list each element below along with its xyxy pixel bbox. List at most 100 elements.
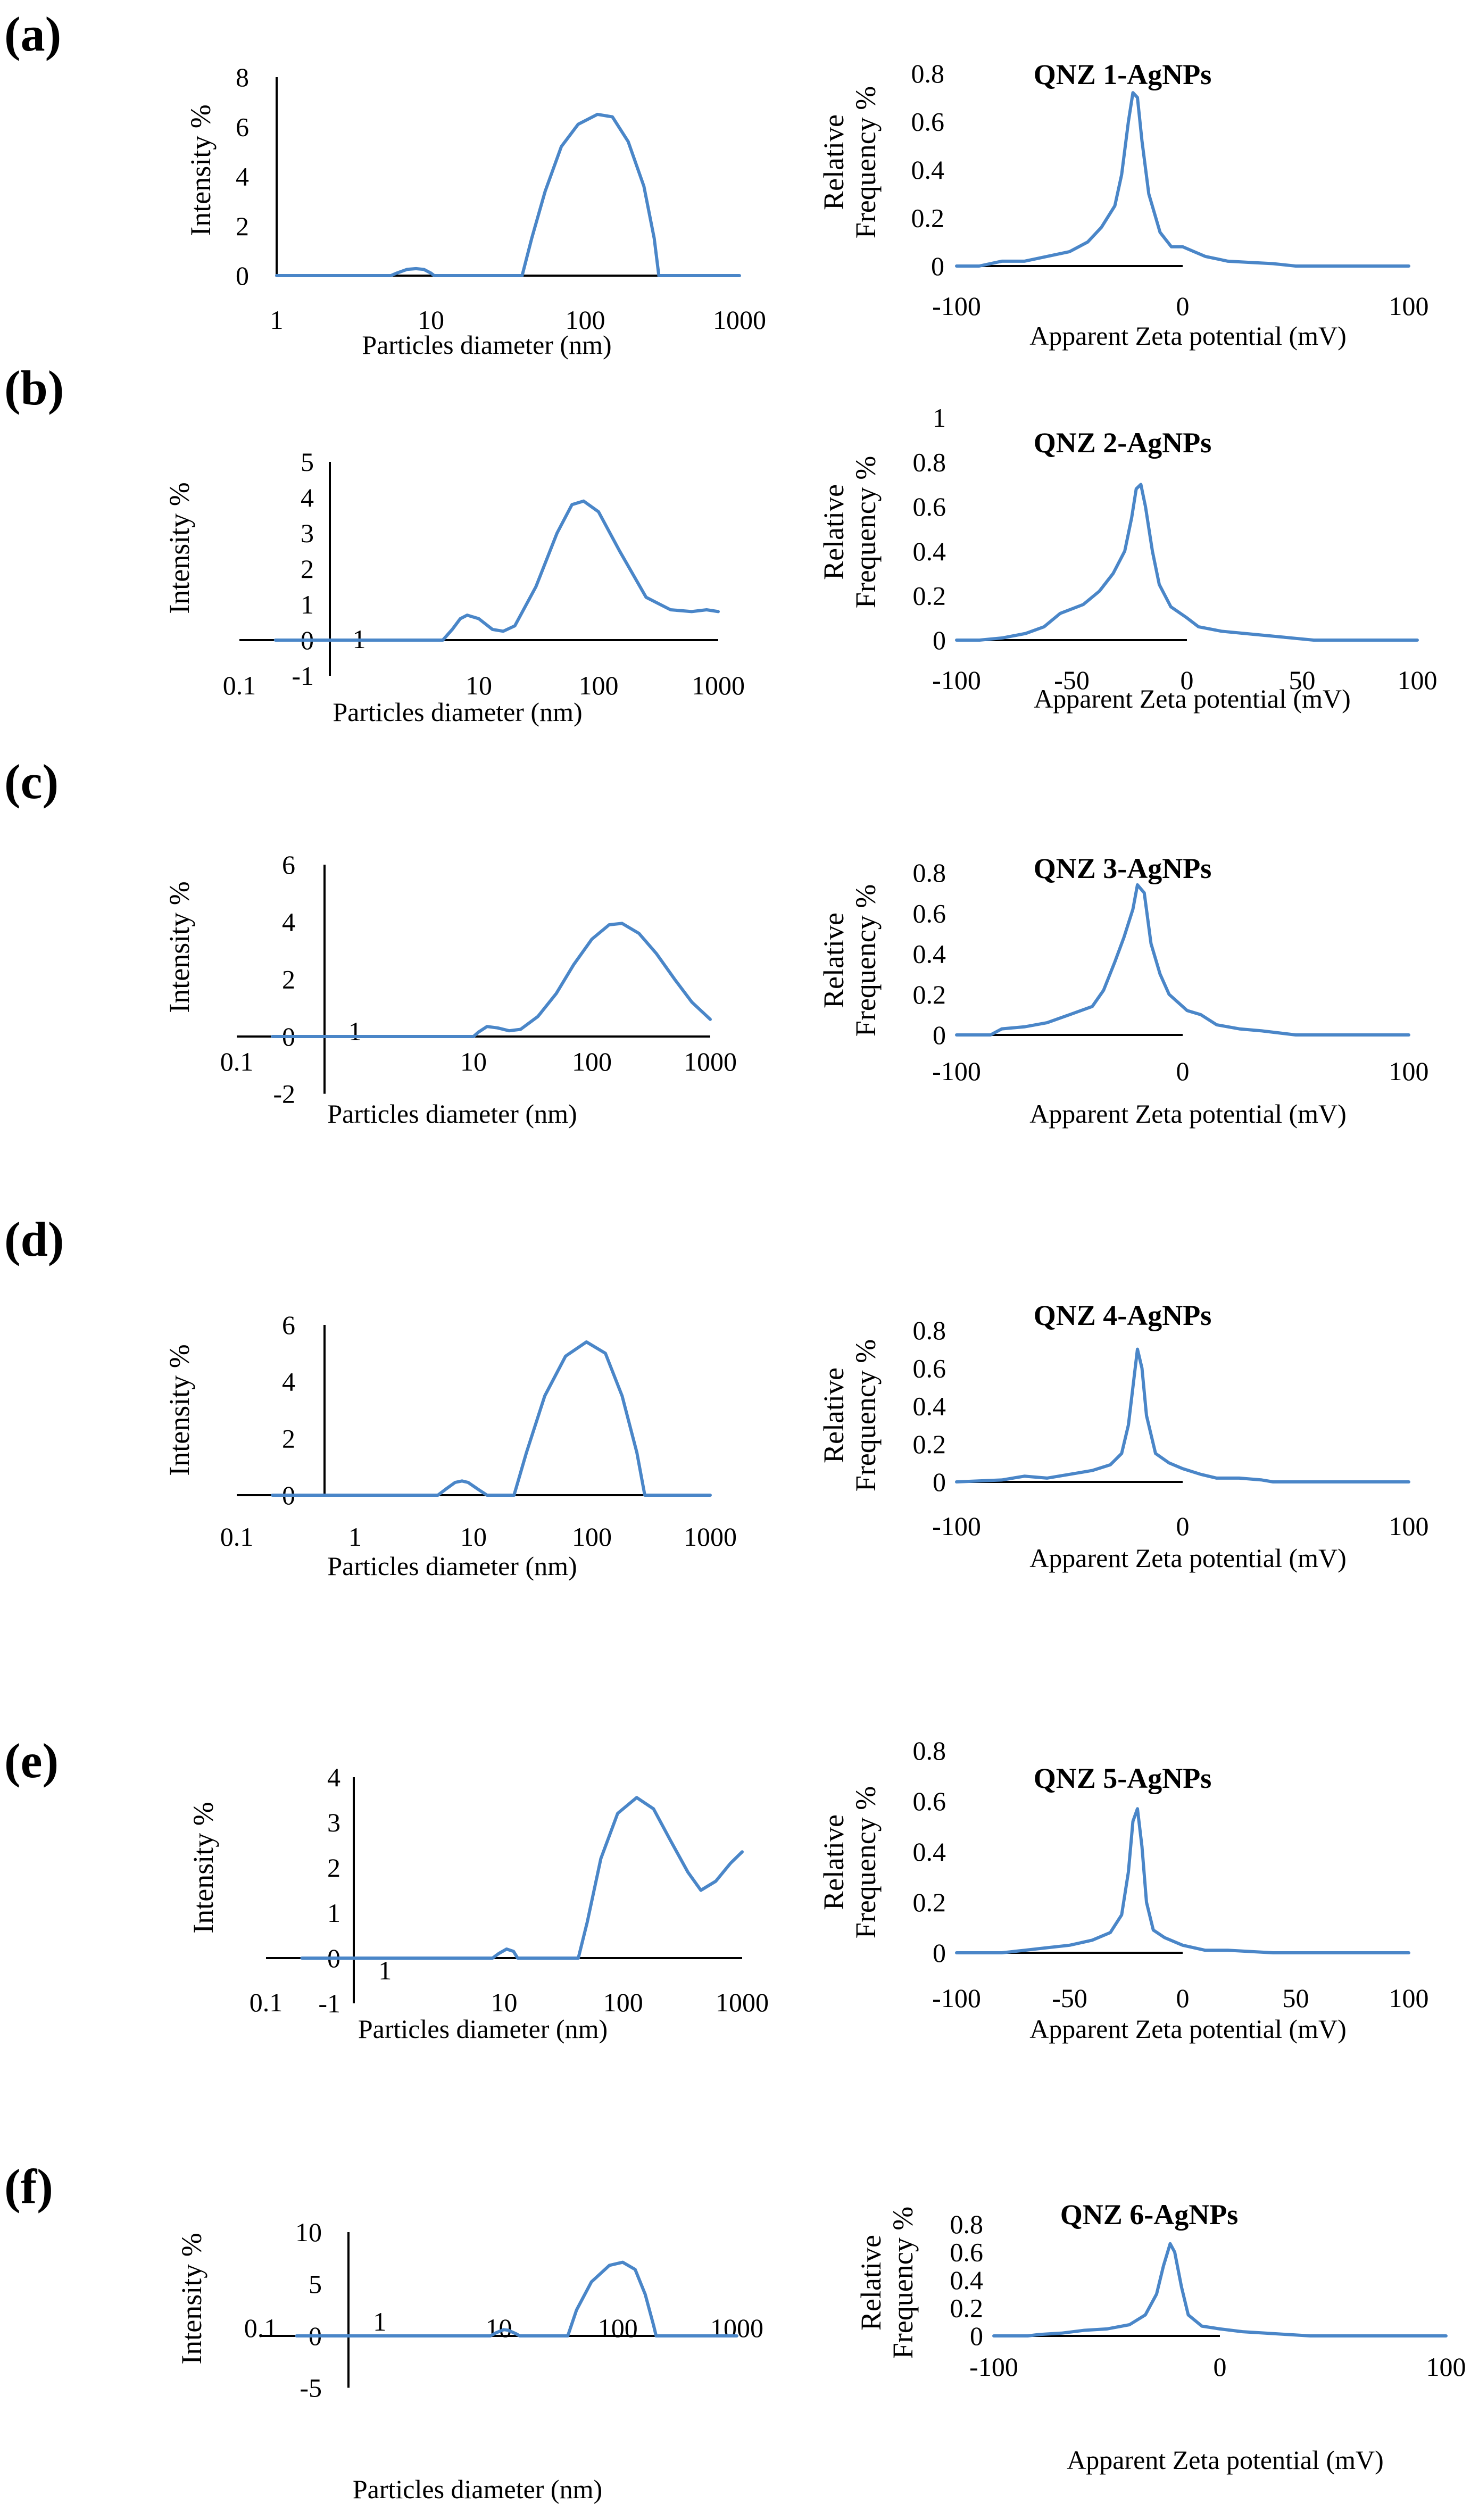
y-tick-label: 0.4 (950, 2265, 984, 2295)
y-tick-label: 8 (236, 62, 249, 92)
y-tick-label: 0 (933, 1020, 946, 1050)
x-axis-label: Apparent Zeta potential (mV) (1067, 2445, 1384, 2475)
x-tick-label: -100 (932, 1056, 981, 1086)
y-tick-label: 4 (301, 483, 314, 512)
y-tick-label: 5 (309, 2269, 322, 2299)
y-tick-label: 0.8 (911, 59, 945, 88)
y-axis-label-line1: Relative (818, 484, 850, 580)
x-tick-label: 1000 (692, 670, 745, 700)
x-tick-label: 100 (598, 2313, 638, 2343)
zeta-potential-chart: 0 0.2 0.4 0.6 0.8 1 -100 -50 0 50 100 Apparent Zeta… (818, 403, 1438, 714)
y-tick-label: 6 (236, 112, 249, 142)
y-axis-label: Intensity % (163, 1344, 195, 1475)
y-tick-label: 4 (236, 162, 249, 192)
y-tick-label: 2 (236, 211, 249, 241)
chart-title: QNZ 6-AgNPs (1060, 2199, 1239, 2231)
x-tick-label: 1 (373, 2307, 386, 2336)
y-axis-label-line2: Frequency % (887, 2207, 919, 2359)
size-distribution-line (271, 1340, 712, 1497)
zeta-potential-line (992, 2242, 1448, 2337)
y-tick-label: 0.2 (913, 980, 946, 1009)
y-axis-label: Intensity % (176, 2233, 207, 2364)
y-axis-label-line1: Relative (818, 1814, 850, 1910)
x-tick-label: 0 (1181, 665, 1194, 695)
x-axis-label: Particles diameter (nm) (333, 697, 582, 727)
y-tick-label: 0.2 (913, 1887, 946, 1917)
y-tick-label: -2 (273, 1079, 295, 1109)
zeta-potential-line (955, 1347, 1410, 1483)
x-axis-label: Particles diameter (nm) (327, 1099, 577, 1129)
y-tick-label: 6 (282, 1310, 295, 1340)
size-distribution-line (275, 112, 741, 277)
y-tick-label: 3 (301, 518, 314, 548)
y-tick-label: -5 (300, 2373, 322, 2403)
y-tick-label: 2 (282, 964, 295, 994)
x-tick-label: 100 (566, 305, 605, 335)
x-tick-label: 0.1 (250, 1987, 283, 2017)
x-tick-label: 1000 (713, 305, 766, 335)
y-axis-label-line2: Frequency % (850, 86, 882, 238)
x-tick-label: 10 (486, 2313, 512, 2343)
y-tick-label: 4 (282, 1367, 295, 1397)
y-tick-label: 2 (301, 554, 314, 584)
x-tick-label: -100 (969, 2352, 1018, 2382)
y-tick-label: 1 (301, 590, 314, 619)
x-axis-label: Apparent Zeta potential (mV) (1034, 684, 1351, 714)
x-tick-label: 1 (270, 305, 284, 335)
x-tick-label: 100 (603, 1987, 643, 2017)
x-tick-label: 100 (572, 1522, 612, 1552)
panel-a: (a) 0 2 4 6 8 1 10 100 1000 Particles diameter (nm… (4, 7, 1429, 360)
y-tick-label: 0.6 (913, 1786, 946, 1816)
x-tick-label: 0 (1176, 291, 1190, 321)
x-tick-label: 100 (1389, 1511, 1429, 1541)
y-axis-label: Intensity % (163, 482, 195, 614)
y-tick-label: 0 (933, 1938, 946, 1968)
y-tick-label: 0.8 (913, 1315, 946, 1345)
x-axis-label: Particles diameter (nm) (327, 1551, 577, 1581)
y-tick-label: 0.2 (950, 2293, 984, 2323)
panel-label: (b) (4, 361, 64, 415)
x-tick-label: 0.1 (244, 2313, 278, 2343)
x-tick-label: 10 (491, 1987, 518, 2017)
y-tick-label: 4 (327, 1762, 340, 1792)
panel-label: (a) (4, 7, 61, 61)
x-tick-label: 10 (460, 1522, 487, 1552)
y-tick-label: 0.4 (913, 1837, 946, 1867)
x-axis-label: Particles diameter (nm) (362, 330, 611, 360)
x-tick-label: -100 (932, 1511, 981, 1541)
y-tick-label: -1 (292, 661, 314, 691)
zeta-potential-line (955, 1807, 1410, 1954)
panel-label: (e) (4, 1734, 59, 1788)
x-tick-label: 10 (466, 670, 492, 700)
x-axis-label: Apparent Zeta potential (mV) (1029, 1543, 1347, 1573)
y-tick-label: 0 (933, 1467, 946, 1497)
x-tick-label: 10 (418, 305, 444, 335)
y-tick-label: 1 (327, 1898, 340, 1928)
y-tick-label: 0.4 (913, 1391, 946, 1421)
panel-label: (f) (4, 2159, 53, 2214)
y-axis-label-line2: Frequency % (850, 1339, 882, 1491)
y-tick-label: 0.2 (911, 203, 945, 233)
x-tick-label: 1000 (684, 1047, 737, 1076)
chart-title: QNZ 3-AgNPs (1034, 852, 1212, 884)
x-tick-label: 0 (1176, 1056, 1190, 1086)
y-tick-label: 0.2 (913, 1429, 946, 1459)
chart-title: QNZ 2-AgNPs (1034, 427, 1212, 459)
y-axis-label: Intensity % (163, 881, 195, 1013)
x-tick-label: 10 (460, 1047, 487, 1076)
chart-title: QNZ 4-AgNPs (1034, 1299, 1212, 1331)
size-distribution-line (273, 499, 720, 642)
y-tick-label: 0.4 (913, 939, 946, 969)
zeta-potential-line (955, 483, 1419, 642)
y-axis-label-line1: Relative (855, 2235, 887, 2331)
y-tick-label: 0 (970, 2321, 983, 2351)
y-axis-label-line1: Relative (818, 114, 850, 210)
x-tick-label: 0.1 (220, 1047, 254, 1076)
y-tick-label: 0.8 (913, 447, 946, 477)
